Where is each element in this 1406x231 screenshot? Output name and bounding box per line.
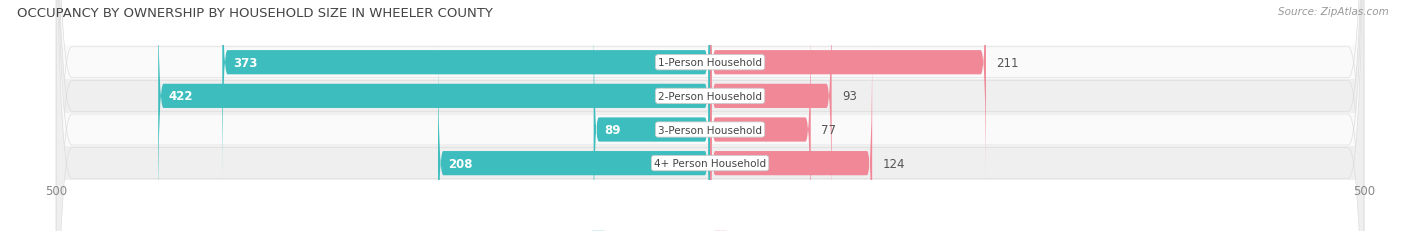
FancyBboxPatch shape xyxy=(222,0,710,185)
FancyBboxPatch shape xyxy=(56,0,1364,231)
FancyBboxPatch shape xyxy=(56,0,1364,231)
Text: 4+ Person Household: 4+ Person Household xyxy=(654,158,766,168)
Text: 1-Person Household: 1-Person Household xyxy=(658,58,762,68)
Bar xyxy=(56,113,1364,147)
Text: 211: 211 xyxy=(997,56,1019,70)
Text: 208: 208 xyxy=(449,157,472,170)
Text: 2-Person Household: 2-Person Household xyxy=(658,91,762,101)
Bar xyxy=(56,80,1364,113)
Text: 93: 93 xyxy=(842,90,858,103)
FancyBboxPatch shape xyxy=(159,0,710,218)
Text: 77: 77 xyxy=(821,123,837,137)
Text: 124: 124 xyxy=(883,157,905,170)
Text: 422: 422 xyxy=(169,90,193,103)
FancyBboxPatch shape xyxy=(56,0,1364,231)
FancyBboxPatch shape xyxy=(439,42,710,231)
Text: 89: 89 xyxy=(605,123,620,137)
Bar xyxy=(56,46,1364,80)
FancyBboxPatch shape xyxy=(593,8,710,231)
Legend: Owner-occupied, Renter-occupied: Owner-occupied, Renter-occupied xyxy=(586,226,834,231)
FancyBboxPatch shape xyxy=(710,0,986,185)
FancyBboxPatch shape xyxy=(710,0,831,218)
FancyBboxPatch shape xyxy=(710,8,811,231)
Bar xyxy=(56,147,1364,180)
FancyBboxPatch shape xyxy=(710,42,872,231)
Text: 373: 373 xyxy=(233,56,257,70)
Text: Source: ZipAtlas.com: Source: ZipAtlas.com xyxy=(1278,7,1389,17)
FancyBboxPatch shape xyxy=(56,0,1364,231)
Text: 3-Person Household: 3-Person Household xyxy=(658,125,762,135)
Text: OCCUPANCY BY OWNERSHIP BY HOUSEHOLD SIZE IN WHEELER COUNTY: OCCUPANCY BY OWNERSHIP BY HOUSEHOLD SIZE… xyxy=(17,7,492,20)
